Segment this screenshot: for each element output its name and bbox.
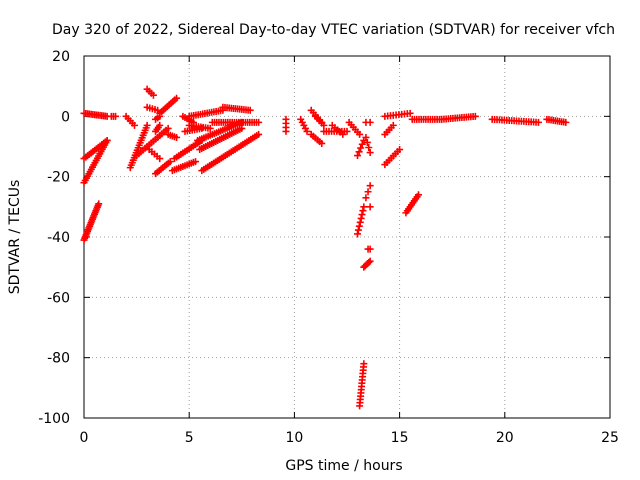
data-point [156, 155, 164, 163]
data-point [358, 140, 366, 148]
y-tick-label: -20 [47, 170, 70, 186]
data-point [354, 226, 362, 234]
data-point [356, 130, 364, 138]
data-point [339, 130, 347, 138]
data-point [362, 133, 370, 141]
data-point [238, 124, 246, 132]
data-point [103, 136, 111, 144]
data-point [362, 194, 370, 202]
data-points [80, 85, 570, 410]
x-tick-label: 20 [496, 430, 514, 446]
data-point [156, 121, 164, 129]
data-point [366, 245, 374, 253]
data-point [471, 112, 479, 120]
data-point [255, 130, 263, 138]
data-point [354, 230, 362, 238]
data-point [173, 133, 181, 141]
data-point [173, 94, 181, 102]
y-tick-label: -100 [38, 411, 70, 427]
data-point [355, 148, 363, 156]
data-point [246, 106, 254, 114]
data-point [396, 146, 404, 154]
data-point [206, 124, 214, 132]
data-point [149, 91, 157, 99]
data-point [255, 118, 263, 126]
data-point [359, 207, 367, 215]
data-point [95, 200, 103, 208]
data-point [389, 121, 397, 129]
data-point [366, 118, 374, 126]
data-point [164, 124, 172, 132]
data-point [355, 222, 363, 230]
data-point [365, 258, 373, 266]
y-tick-label: -40 [47, 230, 70, 246]
data-point [357, 214, 365, 222]
data-point [366, 203, 374, 211]
data-point [343, 127, 351, 135]
data-point [143, 121, 151, 129]
ticks-layer: 0 5 10 15 20 25 -100 -80 -60 -40 -20 0 20 [38, 49, 619, 446]
data-point [562, 118, 570, 126]
y-tick-label: -60 [47, 290, 70, 306]
x-tick-label: 5 [185, 430, 194, 446]
data-point [358, 211, 366, 219]
x-tick-label: 10 [285, 430, 303, 446]
x-tick-label: 0 [80, 430, 89, 446]
data-point [320, 121, 328, 129]
y-axis-label: SDTVAR / TECUs [7, 180, 23, 295]
data-point [282, 127, 290, 135]
data-point [303, 127, 311, 135]
data-point [363, 138, 371, 146]
x-tick-label: 25 [601, 430, 619, 446]
data-point [357, 144, 365, 152]
data-point [360, 203, 368, 211]
data-point [406, 109, 414, 117]
data-point [112, 112, 120, 120]
data-point [364, 188, 372, 196]
data-point [366, 257, 374, 265]
data-point [192, 158, 200, 166]
chart-title: Day 320 of 2022, Sidereal Day-to-day VTE… [52, 22, 615, 38]
y-tick-label: 0 [61, 109, 70, 125]
data-point [365, 144, 373, 152]
data-point [366, 182, 374, 190]
data-point [354, 152, 362, 160]
data-point [366, 149, 374, 157]
data-point [534, 118, 542, 126]
data-point [318, 139, 326, 147]
y-tick-label: 20 [52, 49, 70, 65]
x-tick-label: 15 [391, 430, 409, 446]
data-point [356, 218, 364, 226]
y-tick-label: -80 [47, 351, 70, 367]
data-point [130, 121, 138, 129]
data-point [166, 158, 174, 166]
data-point [415, 191, 423, 199]
data-point [360, 360, 368, 368]
x-axis-label: GPS time / hours [285, 458, 402, 474]
